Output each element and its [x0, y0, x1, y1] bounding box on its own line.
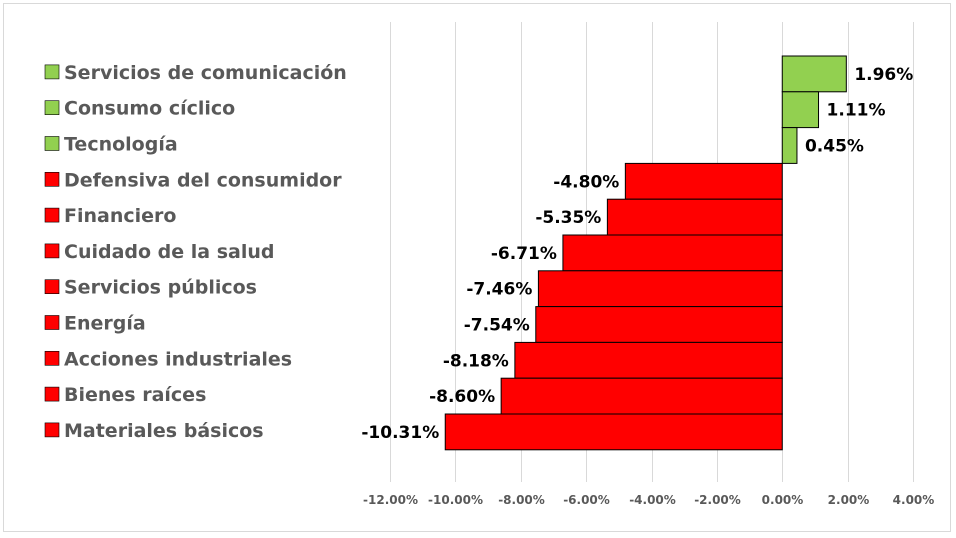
bar-servicios-de-comunicacion [781, 55, 847, 93]
legend-swatch [44, 243, 60, 259]
legend-swatch [44, 207, 60, 223]
category-label: Defensiva del consumidor [64, 169, 342, 191]
legend-swatch [44, 64, 60, 80]
category-label: Financiero [64, 205, 176, 227]
x-tick-label: -6.00% [563, 493, 610, 507]
bar-acciones-industriales [514, 341, 783, 379]
bar-consumo-ciclico [781, 91, 820, 129]
data-label: -5.35% [535, 208, 601, 228]
data-label: -4.80% [553, 172, 619, 192]
data-label: -6.71% [491, 244, 557, 264]
data-label: 1.96% [854, 65, 913, 85]
category-label: Materiales básicos [64, 420, 264, 442]
bar-chart: 1.96% 1.11% 0.45% -4.80% -5.35% -6.71% -7.46% -… [44, 22, 934, 507]
x-tick-label: 0.00% [762, 493, 804, 507]
bar-defensiva-del-consumidor [624, 162, 783, 200]
data-label: -8.18% [443, 351, 509, 371]
category-label: Cuidado de la salud [64, 241, 275, 263]
bar-financiero [606, 198, 783, 236]
bar-cuidado-de-la-salud [562, 234, 783, 272]
x-tick-label: -12.00% [363, 493, 418, 507]
x-tick-label: 4.00% [893, 493, 935, 507]
category-label: Acciones industriales [64, 348, 292, 370]
x-tick-label: -4.00% [629, 493, 676, 507]
x-axis-ticks: -12.00% -10.00% -8.00% -6.00% -4.00% -2.00% 0.… [363, 493, 934, 507]
x-tick-label: -10.00% [428, 493, 483, 507]
category-label: Servicios públicos [64, 277, 257, 299]
category-label: Servicios de comunicación [64, 62, 347, 84]
data-label: -10.31% [361, 423, 439, 443]
data-label: -7.54% [464, 316, 530, 336]
category-label: Consumo cíclico [64, 98, 235, 120]
legend-swatch [44, 100, 60, 115]
category-label: Tecnología [64, 134, 178, 156]
x-tick-label: -8.00% [498, 493, 545, 507]
legend-swatch [44, 172, 60, 187]
legend-swatch [44, 386, 60, 402]
legend-swatch [44, 315, 60, 330]
chart-frame: 1.96% 1.11% 0.45% -4.80% -5.35% -6.71% -7.46% -… [3, 3, 951, 532]
data-label: 1.11% [827, 101, 886, 121]
value-labels: 1.96% 1.11% 0.45% -4.80% -5.35% -6.71% -7.46% -… [361, 65, 913, 443]
category-legend: Servicios de comunicación Consumo cíclico… [44, 62, 347, 442]
legend-swatch [44, 350, 60, 366]
category-label: Bienes raíces [64, 384, 206, 406]
category-label: Energía [64, 313, 146, 335]
bar-tecnologia [781, 127, 798, 164]
x-tick-label: -2.00% [694, 493, 741, 507]
legend-swatch [44, 136, 60, 151]
bar-bienes-raices [500, 377, 783, 415]
bar-servicios-publicos [537, 270, 783, 308]
legend-swatch [44, 422, 60, 438]
data-label: -8.60% [429, 387, 495, 407]
x-tick-label: 2.00% [828, 493, 870, 507]
bar-energia [535, 306, 783, 343]
data-label: -7.46% [466, 280, 532, 300]
bar-materiales-basicos [444, 413, 783, 451]
data-label: 0.45% [805, 137, 864, 157]
legend-swatch [44, 279, 60, 295]
bars [444, 55, 847, 451]
